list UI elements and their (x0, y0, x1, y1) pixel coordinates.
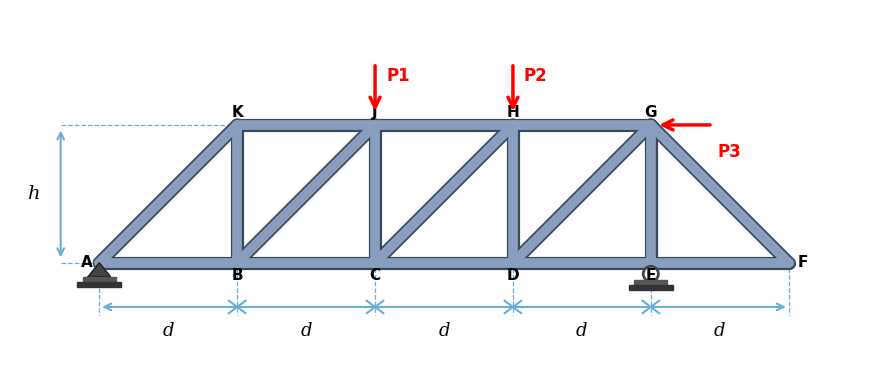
Polygon shape (77, 282, 122, 287)
Text: E: E (646, 268, 656, 283)
Text: B: B (232, 268, 243, 283)
Text: K: K (231, 105, 243, 120)
Circle shape (643, 266, 658, 282)
Text: H: H (506, 105, 519, 120)
Polygon shape (629, 285, 673, 290)
Text: F: F (797, 255, 808, 270)
Text: d: d (163, 322, 174, 340)
Text: d: d (300, 322, 312, 340)
Polygon shape (88, 263, 110, 277)
Text: P2: P2 (524, 67, 548, 85)
Text: P3: P3 (717, 143, 741, 161)
Text: h: h (27, 185, 39, 203)
Polygon shape (83, 277, 115, 282)
Text: J: J (372, 105, 378, 120)
Text: P1: P1 (386, 67, 409, 85)
Polygon shape (634, 280, 668, 284)
Text: C: C (369, 268, 381, 283)
Text: D: D (507, 268, 519, 283)
Text: d: d (439, 322, 449, 340)
Text: d: d (576, 322, 588, 340)
Text: d: d (714, 322, 725, 340)
Text: G: G (645, 105, 657, 120)
Text: A: A (81, 255, 92, 270)
